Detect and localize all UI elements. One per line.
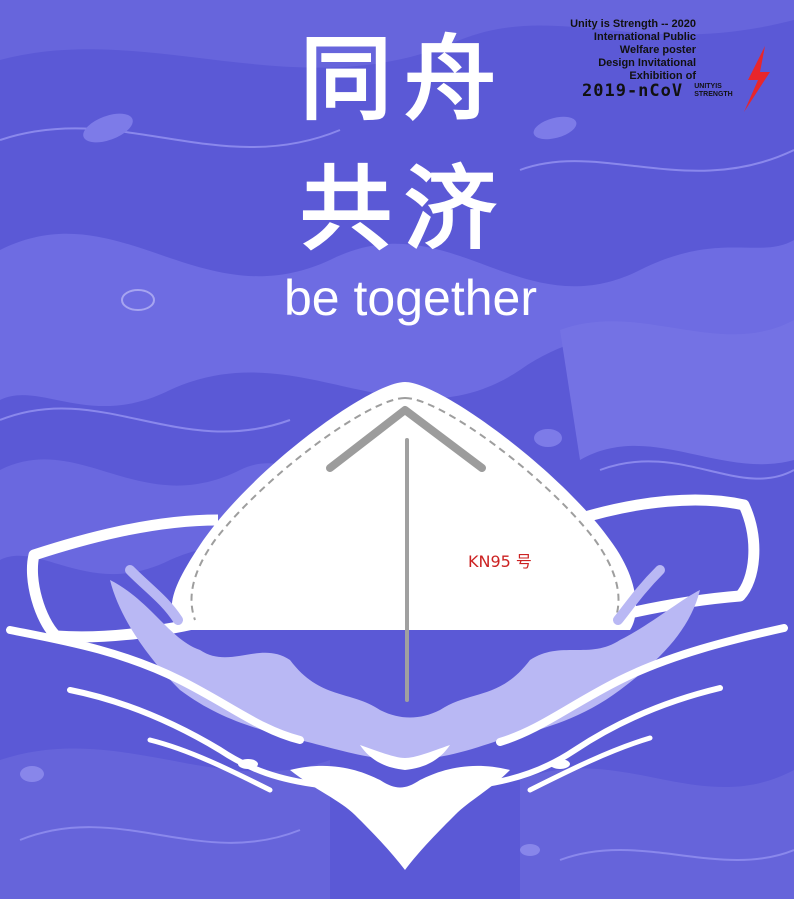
mask-reflection	[360, 745, 450, 770]
water-splash	[125, 565, 665, 625]
wave-line	[19, 826, 301, 844]
exhibition-code-row: 2019-nCoV UNITYIS STRENGTH	[582, 80, 733, 101]
wave-band	[560, 320, 794, 465]
bubble	[534, 429, 562, 447]
water-ripple	[527, 735, 653, 793]
wave-band	[0, 0, 794, 68]
title-line-1: 同舟	[300, 26, 509, 133]
bubble	[121, 289, 155, 311]
mask-seam	[190, 397, 406, 621]
exhibition-line: International Public	[593, 31, 696, 43]
exhibition-line: Welfare poster	[619, 44, 696, 56]
mask-body	[171, 382, 636, 630]
mask-label: KN95 号	[468, 552, 532, 571]
badge-line: UNITYIS	[694, 82, 722, 90]
wave-band	[0, 748, 330, 899]
bubble	[550, 759, 570, 769]
title-line-2: 共济	[300, 156, 509, 263]
exhibition-code: 2019-nCoV	[582, 80, 684, 101]
bubble	[533, 116, 577, 140]
exhibition-line: Design Invitational	[598, 57, 696, 69]
water-ripple	[6, 626, 304, 744]
wave-line	[519, 149, 794, 172]
mask-ear-loop-right	[573, 494, 760, 626]
unity-badge: UNITYIS STRENGTH	[694, 83, 733, 99]
water-ripple	[67, 687, 323, 788]
exhibition-info: Unity is Strength -- 2020 International …	[476, 18, 696, 83]
water-ripple	[147, 737, 273, 793]
wave-line	[0, 127, 341, 149]
mask-reflection	[290, 765, 510, 870]
wave-line	[599, 460, 794, 480]
wave-band	[0, 233, 794, 407]
lightning-icon	[744, 46, 770, 112]
wave-line	[0, 407, 291, 433]
wave-band	[520, 768, 794, 899]
badge-line: STRENGTH	[694, 90, 733, 98]
bubble	[83, 113, 133, 143]
water-ripple	[477, 685, 723, 788]
bubble	[20, 766, 44, 782]
wave-line	[559, 849, 794, 861]
bubble	[520, 844, 540, 856]
mask-nose-clip	[326, 406, 486, 472]
subtitle: be together	[284, 270, 537, 326]
exhibition-line: Unity is Strength -- 2020	[570, 18, 696, 30]
mask-seam	[404, 397, 620, 621]
exhibition-line: Exhibition of	[629, 70, 696, 82]
water-ripple	[496, 624, 788, 746]
bubble	[238, 759, 258, 769]
